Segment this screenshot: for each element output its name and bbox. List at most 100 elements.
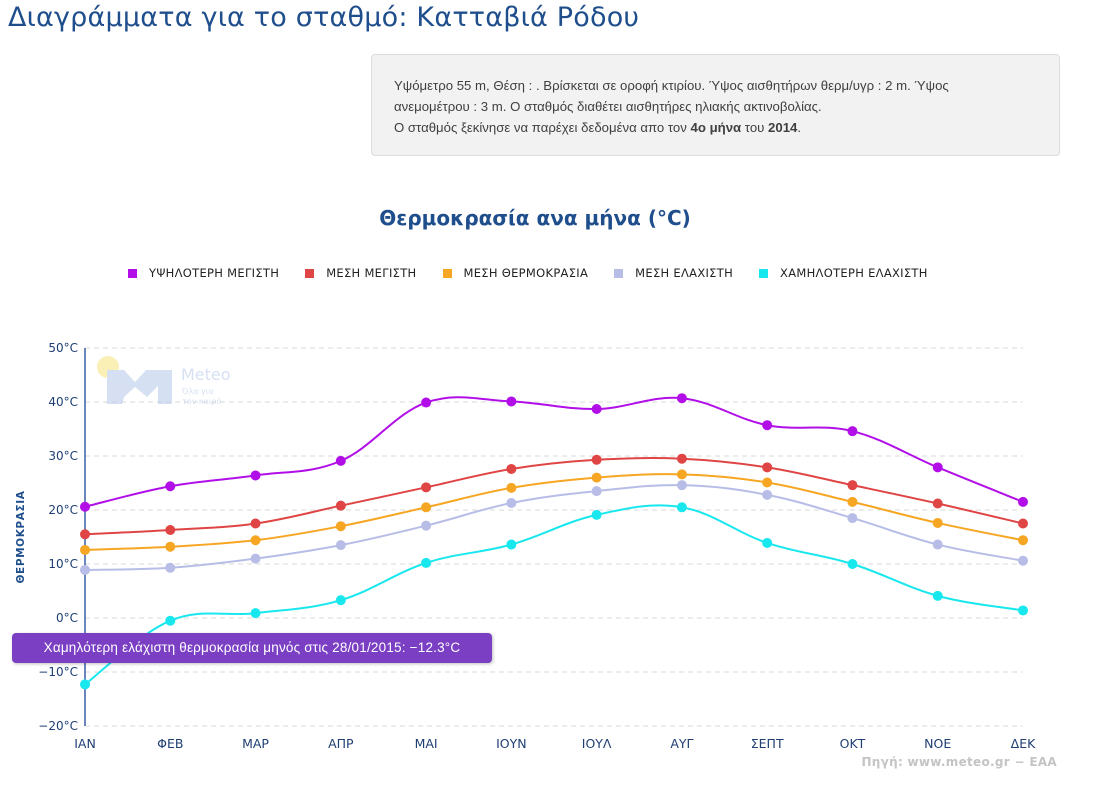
data-point [932, 498, 943, 509]
data-point [676, 502, 687, 513]
logo-tagline-1: Όλα για [181, 386, 214, 396]
data-point [335, 455, 346, 466]
series-group [80, 480, 1028, 575]
data-point [1018, 518, 1028, 529]
legend-label: ΧΑΜΗΛΟΤΕΡΗ ΕΛΑΧΙΣΤΗ [780, 266, 928, 280]
data-point [676, 480, 687, 491]
data-point [676, 393, 687, 404]
data-point [847, 496, 858, 507]
legend-item[interactable]: ΜΕΣΗ ΕΛΑΧΙΣΤΗ [614, 266, 733, 280]
x-tick-label: ΙΑΝ [74, 736, 96, 750]
data-point [1018, 496, 1028, 507]
data-point [421, 397, 432, 408]
series-group [80, 453, 1028, 540]
legend-label: ΜΕΣΗ ΕΛΑΧΙΣΤΗ [635, 266, 734, 280]
data-point [932, 590, 943, 601]
x-tick-label: ΙΟΥΛ [582, 736, 612, 750]
data-point [165, 524, 176, 535]
data-point [1018, 605, 1028, 616]
station-start-suffix: . [797, 120, 802, 135]
logo-name: Meteo [181, 365, 231, 384]
data-point [506, 396, 517, 407]
data-point [847, 480, 858, 491]
x-tick-label: ΑΠΡ [328, 736, 354, 750]
data-point [165, 481, 176, 492]
y-axis-title: ΘΕΡΜΟΚΡΑΣΙΑ [15, 490, 27, 583]
x-tick-label: ΝΟΕ [924, 736, 951, 750]
legend-item[interactable]: ΥΨΗΛΟΤΕΡΗ ΜΕΓΙΣΤΗ [128, 266, 279, 280]
data-point [250, 470, 261, 481]
data-point [250, 553, 261, 564]
data-point [762, 537, 773, 548]
meteo-logo-watermark: Meteo Όλα για τον καιρό [97, 356, 231, 406]
series-group [80, 393, 1028, 512]
data-point [762, 489, 773, 500]
data-point [421, 520, 432, 531]
data-point [591, 486, 602, 497]
legend-item[interactable]: ΜΕΣΗ ΜΕΓΙΣΤΗ [305, 266, 416, 280]
station-start-year: 2014 [768, 120, 798, 135]
data-point [421, 482, 432, 493]
data-point [335, 521, 346, 532]
legend-swatch [759, 268, 769, 278]
data-point [506, 463, 517, 474]
data-point [250, 608, 261, 619]
data-point [80, 544, 90, 555]
y-tick-label: −10°C [38, 665, 78, 679]
temperature-chart: Meteo Όλα για τον καιρό −20°C −10°C 0°C 10°… [15, 341, 1036, 750]
data-point [762, 462, 773, 473]
series-line [84, 396, 1024, 508]
data-point [932, 539, 943, 550]
x-tick-label: ΔΕΚ [1011, 736, 1036, 750]
series-line [84, 484, 1024, 571]
data-point [506, 539, 517, 550]
series-line [84, 456, 1024, 536]
data-point [80, 529, 90, 540]
x-tick-label: ΜΑΙ [415, 736, 438, 750]
data-point [80, 564, 90, 575]
station-info-line-2: ανεμομέτρου : 3 m. Ο σταθμός διαθέτει αι… [394, 99, 822, 114]
x-tick-label: ΦΕΒ [157, 736, 183, 750]
chart-title: Θερμοκρασία ανα μήνα (°C) [379, 206, 691, 230]
data-point [506, 482, 517, 493]
legend-swatch [128, 268, 137, 278]
data-point [335, 540, 346, 551]
data-point [762, 477, 773, 488]
legend-item[interactable]: ΧΑΜΗΛΟΤΕΡΗ ΕΛΑΧΙΣΤΗ [759, 266, 928, 280]
chart-gridlines [85, 347, 1023, 727]
data-point [932, 462, 943, 473]
data-point [421, 557, 432, 568]
data-point [1018, 555, 1028, 566]
legend-item[interactable]: ΜΕΣΗ ΘΕΡΜΟΚΡΑΣΙΑ [442, 266, 589, 280]
y-tick-label: 20°C [48, 503, 78, 517]
data-point [591, 509, 602, 520]
logo-tagline-2: τον καιρό [182, 396, 221, 406]
y-tick-label: 0°C [56, 611, 78, 625]
data-point [591, 404, 602, 415]
data-point [250, 535, 261, 546]
data-point [1018, 535, 1028, 546]
series-line [84, 504, 1024, 686]
y-tick-label: 40°C [48, 395, 78, 409]
x-tick-label: ΟΚΤ [840, 736, 866, 750]
legend-swatch [614, 268, 624, 278]
data-point [335, 500, 346, 511]
data-point [165, 615, 176, 626]
chart-legend: ΥΨΗΛΟΤΕΡΗ ΜΕΓΙΣΤΗ ΜΕΣΗ ΜΕΓΙΣΤΗ ΜΕΣΗ ΘΕΡΜΟΚ… [128, 266, 954, 280]
meteo-m-icon [107, 370, 172, 404]
station-info-line-3: Ο σταθμός ξεκίνησε να παρέχει δεδομένα α… [394, 117, 1037, 138]
data-point [421, 502, 432, 513]
series-group [80, 469, 1028, 555]
data-point [762, 420, 773, 431]
data-point [506, 497, 517, 508]
y-tick-label: 50°C [48, 341, 78, 355]
x-tick-label: ΙΟΥΝ [496, 736, 527, 750]
data-point [591, 472, 602, 483]
station-start-mid: του [741, 120, 769, 135]
data-point [847, 513, 858, 524]
data-point [591, 454, 602, 465]
data-point [676, 453, 687, 464]
data-point [335, 595, 346, 606]
series-group [80, 502, 1028, 690]
chart-axes: −20°C −10°C 0°C 10°C 20°C 30°C 40°C 50°C ΘΕΡΜΟΚΡ… [15, 341, 1036, 750]
